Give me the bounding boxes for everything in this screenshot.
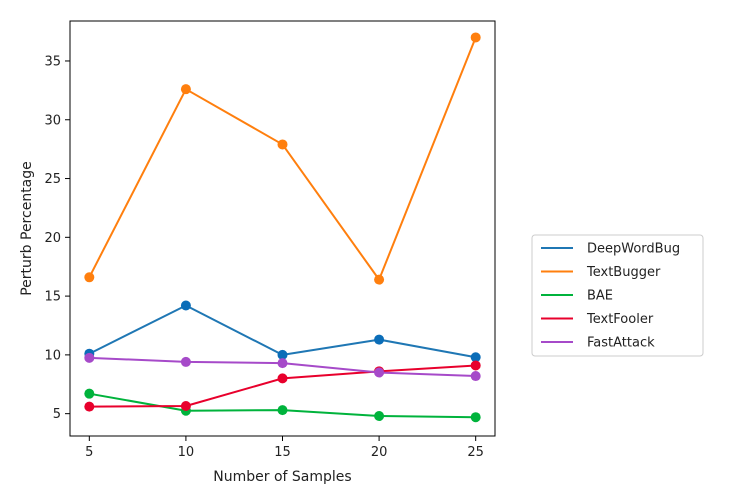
legend-frame [531,234,704,357]
data-point-fastattack [180,356,191,367]
data-point-textbugger [470,32,481,43]
data-point-textbugger [84,272,95,283]
x-axis-label: Number of Samples [213,469,351,485]
x-tick-label: 5 [85,445,93,460]
series-line-deepwordbug [88,304,476,359]
legend: DeepWordBug TextBugger BAE TextFooler FastAt… [531,234,704,357]
legend-item-bae: BAE [541,289,613,304]
y-axis-label: Perturb Percentage [19,161,35,296]
data-point-textbugger [277,139,288,150]
legend-item-fastattack: FastAttack [541,336,655,351]
series-textbugger [84,32,481,285]
legend-label: FastAttack [587,336,655,351]
series-deepwordbug [84,300,481,363]
legend-item-textbugger: TextBugger [541,265,661,280]
series-fastattack [84,352,481,382]
legend-item-textfooler: TextFooler [541,312,654,327]
legend-label: TextBugger [586,265,661,280]
y-tick-label: 35 [44,54,61,69]
legend-label: DeepWordBug [587,242,680,257]
data-point-bae [277,405,288,416]
legend-label: TextFooler [586,312,654,327]
data-point-textfooler [84,401,95,412]
x-tick-label: 10 [178,445,195,460]
data-point-bae [374,411,385,422]
data-point-deepwordbug [374,334,385,345]
y-tick-label: 15 [44,290,61,305]
x-tick-label: 15 [274,445,291,460]
data-point-textbugger [374,274,385,285]
data-point-fastattack [470,371,481,382]
x-axis: 5 10 15 20 25 [85,436,484,460]
data-point-bae [84,388,95,399]
data-point-deepwordbug [180,300,191,311]
data-point-textfooler [277,373,288,384]
x-tick-label: 25 [467,445,484,460]
y-tick-label: 25 [44,172,61,187]
data-point-fastattack [374,367,385,378]
series-line-textbugger [88,37,477,281]
data-point-deepwordbug [277,349,288,360]
data-point-textbugger [180,84,191,95]
series-layer [84,32,481,423]
y-tick-label: 30 [44,113,61,128]
series-textfooler [84,360,481,412]
data-point-fastattack [277,358,288,369]
series-line-textfooler [89,364,476,408]
x-tick-label: 20 [371,445,388,460]
data-point-bae [470,412,481,423]
data-point-textfooler [470,360,481,371]
legend-label: BAE [587,289,613,304]
y-tick-label: 10 [44,348,61,363]
y-axis: 5 10 15 20 25 30 35 [44,54,70,422]
data-point-textfooler [180,401,191,412]
y-tick-label: 20 [44,231,61,246]
y-tick-label: 5 [53,407,61,422]
data-point-deepwordbug [470,352,481,363]
legend-item-deepwordbug: DeepWordBug [541,242,680,257]
data-point-fastattack [84,352,95,363]
